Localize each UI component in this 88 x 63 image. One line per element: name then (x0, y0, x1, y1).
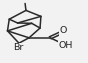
Text: Br: Br (13, 43, 24, 52)
Text: OH: OH (59, 41, 73, 50)
Text: O: O (60, 26, 67, 35)
